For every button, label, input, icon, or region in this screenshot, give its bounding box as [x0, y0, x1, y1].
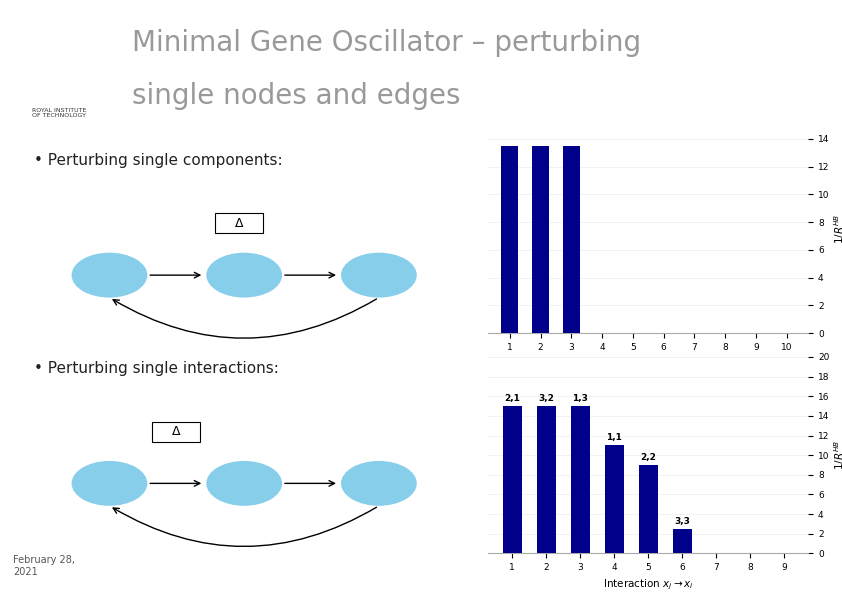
Ellipse shape — [341, 253, 417, 298]
Text: $\Delta$: $\Delta$ — [171, 425, 181, 438]
Text: 3,3: 3,3 — [674, 517, 690, 526]
Text: 1,3: 1,3 — [573, 394, 589, 403]
Text: ROYAL INSTITUTE
OF TECHNOLOGY: ROYAL INSTITUTE OF TECHNOLOGY — [32, 108, 86, 118]
Text: $\Delta$: $\Delta$ — [234, 217, 244, 230]
Ellipse shape — [72, 461, 147, 506]
X-axis label: Component no.: Component no. — [608, 358, 689, 368]
Text: Minimal Gene Oscillator – perturbing: Minimal Gene Oscillator – perturbing — [132, 29, 641, 57]
Ellipse shape — [341, 461, 417, 506]
Bar — [571, 406, 589, 553]
Text: KTH: KTH — [38, 42, 63, 52]
Bar — [532, 146, 549, 333]
Text: 2,2: 2,2 — [641, 453, 656, 462]
Text: 3,2: 3,2 — [538, 394, 554, 403]
Bar — [563, 146, 580, 333]
Text: single nodes and edges: single nodes and edges — [132, 82, 461, 110]
Bar — [503, 406, 521, 553]
Text: 2,1: 2,1 — [504, 394, 520, 403]
FancyBboxPatch shape — [152, 422, 200, 441]
Bar — [605, 445, 624, 553]
FancyBboxPatch shape — [216, 214, 263, 233]
Ellipse shape — [206, 461, 282, 506]
Ellipse shape — [72, 253, 147, 298]
Y-axis label: $1/R^{HB}$: $1/R^{HB}$ — [833, 214, 842, 244]
Text: February 28,
2021: February 28, 2021 — [13, 556, 76, 577]
Text: 1,1: 1,1 — [606, 433, 622, 443]
Bar — [639, 465, 658, 553]
Text: • Perturbing single interactions:: • Perturbing single interactions: — [34, 361, 279, 377]
Bar — [537, 406, 556, 553]
Ellipse shape — [206, 253, 282, 298]
X-axis label: Interaction $x_j \rightarrow x_i$: Interaction $x_j \rightarrow x_i$ — [603, 578, 694, 592]
Bar — [673, 529, 692, 553]
Bar — [502, 146, 519, 333]
Text: • Perturbing single components:: • Perturbing single components: — [34, 153, 282, 168]
Y-axis label: $1/R^{HB}$: $1/R^{HB}$ — [833, 440, 842, 470]
